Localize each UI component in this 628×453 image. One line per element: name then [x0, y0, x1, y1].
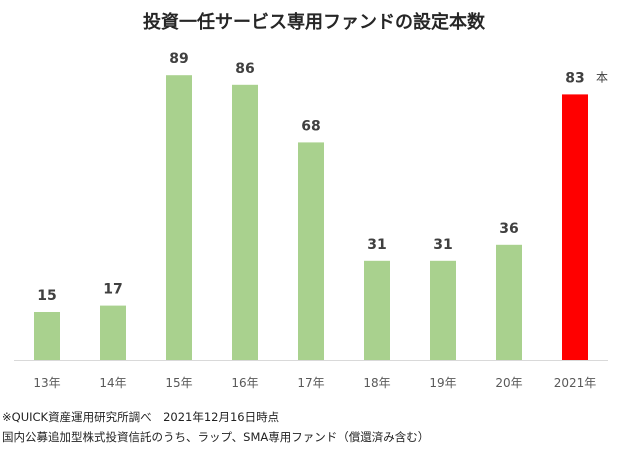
bar-19年: [430, 260, 456, 360]
value-label-2021年: 83: [565, 70, 584, 86]
value-label-17年: 68: [301, 118, 320, 134]
tick-label-14年: 14年: [99, 376, 126, 390]
bar-16年: [232, 84, 258, 361]
bar-15年: [166, 75, 192, 360]
footnote-source: ※QUICK資産運用研究所調べ 2021年12月16日時点: [2, 410, 280, 424]
value-label-19年: 31: [433, 237, 452, 253]
value-labels-group: 15 17 89 86 68 31 31 36 83: [37, 51, 584, 304]
tick-label-17年: 17年: [297, 376, 324, 390]
tick-label-18年: 18年: [363, 376, 390, 390]
value-label-15年: 89: [169, 51, 188, 67]
bar-14年: [100, 305, 126, 360]
tick-label-19年: 19年: [429, 376, 456, 390]
bar-20年: [496, 244, 522, 360]
bar-17年: [298, 142, 324, 360]
bar-18年: [364, 260, 390, 360]
bar-13年: [34, 312, 60, 360]
chart-title: 投資一任サービス専用ファンドの設定本数: [143, 12, 485, 33]
tick-label-13年: 13年: [33, 376, 60, 390]
unit-label: 本: [596, 70, 608, 84]
tick-label-15年: 15年: [165, 376, 192, 390]
value-label-18年: 31: [367, 237, 386, 253]
tick-labels-group: 13年 14年 15年 16年 17年 18年 19年 20年 2021年: [33, 376, 596, 390]
tick-label-16年: 16年: [231, 376, 258, 390]
value-label-20年: 36: [499, 221, 518, 237]
footnote-scope: 国内公募追加型株式投資信託のうち、ラップ、SMA専用ファンド（償還済み含む）: [2, 430, 430, 444]
tick-label-20年: 20年: [495, 376, 522, 390]
bars-group: [34, 75, 588, 361]
value-label-16年: 86: [235, 61, 254, 77]
tick-label-2021年: 2021年: [554, 376, 597, 390]
bar-chart: 15 17 89 86 68 31 31 36 83 13年 14年 15年 16年 17年 18年 19年…: [14, 51, 608, 390]
value-label-14年: 17: [103, 282, 122, 298]
value-label-13年: 15: [37, 288, 56, 304]
bar-2021年: [562, 94, 588, 361]
